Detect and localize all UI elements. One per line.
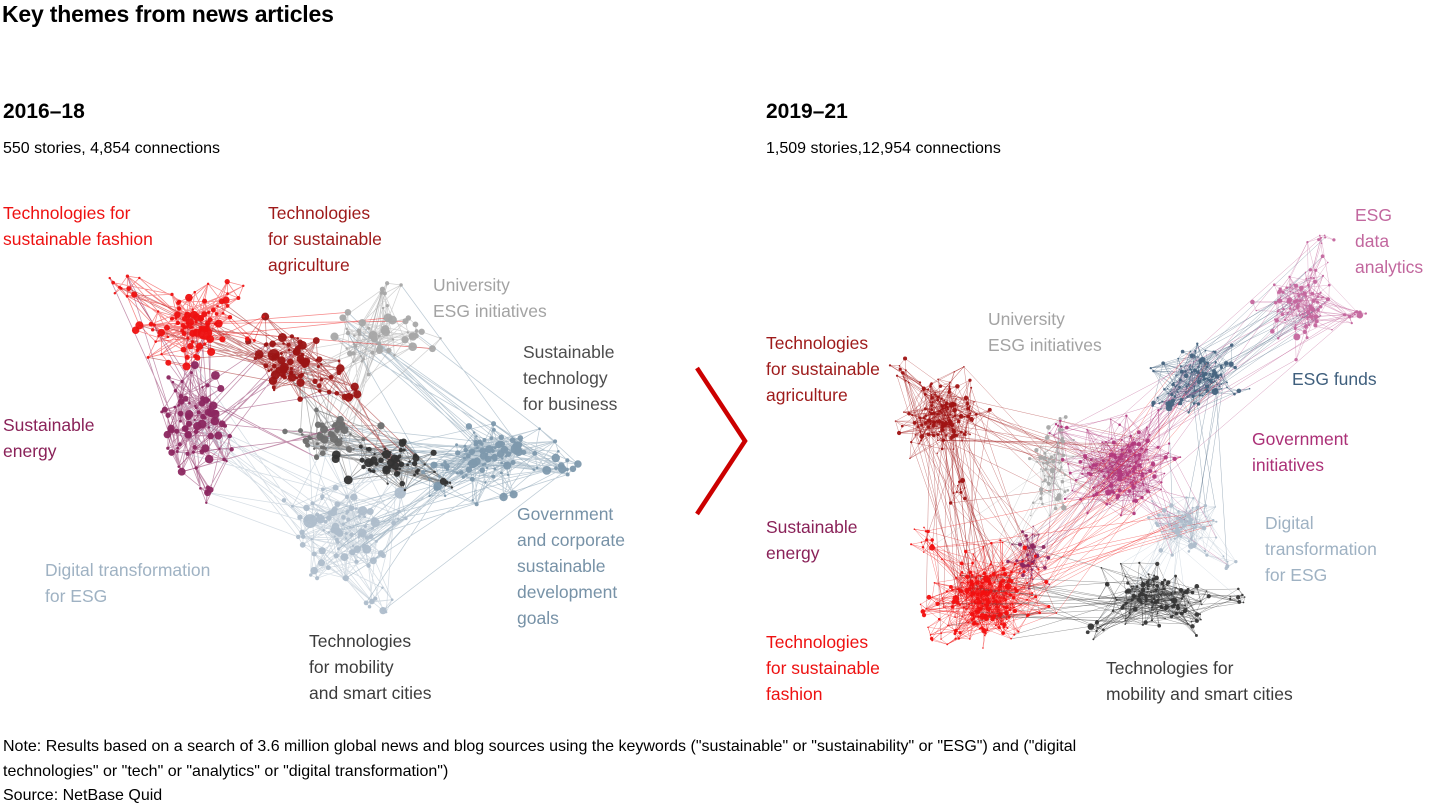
- cluster-label-government-2019-21: Government initiatives: [1252, 429, 1349, 475]
- page-title: Key themes from news articles: [2, 1, 334, 27]
- period-header-2019-21: 2019–21: [766, 100, 848, 123]
- cluster-label-university-2019-21: University ESG initiatives: [988, 309, 1102, 355]
- cluster-label-energy-2019-21: Sustainable energy: [766, 517, 858, 563]
- cluster-label-digital-2019-21: Digital transformation for ESG: [1265, 513, 1377, 585]
- cluster-label-agriculture-2016-18: Technologies for sustainable agriculture: [268, 203, 382, 275]
- note-text: Note: Results based on a search of 3.6 m…: [3, 738, 1077, 780]
- cluster-label-business-2016-18: Sustainable technology for business: [523, 342, 618, 414]
- cluster-label-esgdata-2019-21: ESG data analytics: [1355, 205, 1424, 277]
- footnote-block: Note: Results based on a search of 3.6 m…: [3, 735, 1440, 809]
- period-stats-2019-21: 1,509 stories,12,954 connections: [766, 140, 1001, 157]
- cluster-label-digital-2016-18: Digital transformation for ESG: [45, 560, 211, 606]
- cluster-label-fashion-2016-18: Technologies for sustainable fashion: [3, 203, 153, 249]
- source-text: Source: NetBase Quid: [3, 787, 163, 804]
- period-header-2016-18: 2016–18: [3, 100, 85, 123]
- cluster-label-energy-2016-18: Sustainable energy: [3, 415, 95, 461]
- cluster-label-sdg-2016-18: Government and corporate sustainable dev…: [517, 504, 625, 628]
- cluster-label-esgfunds-2019-21: ESG funds: [1292, 369, 1377, 389]
- cluster-label-fashion-2019-21: Technologies for sustainable fashion: [766, 632, 880, 704]
- cluster-label-agriculture-2019-21: Technologies for sustainable agriculture: [766, 333, 880, 405]
- cluster-label-mobility-2016-18: Technologies for mobility and smart citi…: [309, 631, 432, 703]
- cluster-label-university-2016-18: University ESG initiatives: [433, 275, 547, 321]
- cluster-label-mobility-2019-21: Technologies for mobility and smart citi…: [1106, 658, 1293, 704]
- period-stats-2016-18: 550 stories, 4,854 connections: [3, 140, 221, 157]
